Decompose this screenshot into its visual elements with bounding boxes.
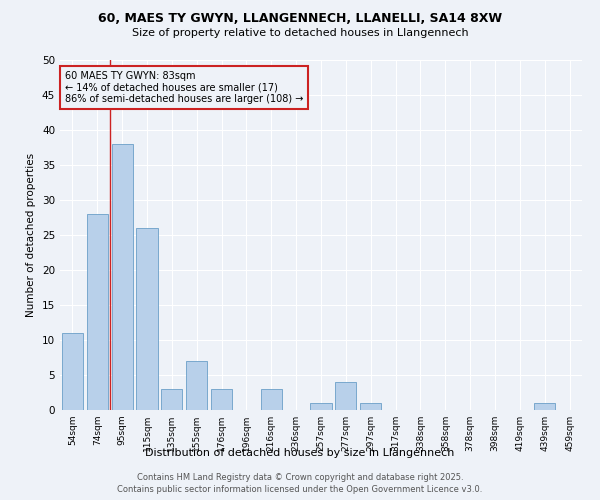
Text: Contains public sector information licensed under the Open Government Licence v3: Contains public sector information licen… — [118, 485, 482, 494]
Bar — [161, 389, 182, 410]
Bar — [211, 389, 232, 410]
Text: Size of property relative to detached houses in Llangennech: Size of property relative to detached ho… — [131, 28, 469, 38]
Bar — [136, 228, 158, 410]
Text: Contains HM Land Registry data © Crown copyright and database right 2025.: Contains HM Land Registry data © Crown c… — [137, 472, 463, 482]
Y-axis label: Number of detached properties: Number of detached properties — [26, 153, 37, 317]
Bar — [261, 389, 282, 410]
Bar — [87, 214, 108, 410]
Bar — [360, 403, 381, 410]
Bar — [186, 361, 207, 410]
Bar — [335, 382, 356, 410]
Text: 60 MAES TY GWYN: 83sqm
← 14% of detached houses are smaller (17)
86% of semi-det: 60 MAES TY GWYN: 83sqm ← 14% of detached… — [65, 70, 304, 104]
Bar — [534, 403, 555, 410]
Text: 60, MAES TY GWYN, LLANGENNECH, LLANELLI, SA14 8XW: 60, MAES TY GWYN, LLANGENNECH, LLANELLI,… — [98, 12, 502, 26]
Text: Distribution of detached houses by size in Llangennech: Distribution of detached houses by size … — [145, 448, 455, 458]
Bar — [112, 144, 133, 410]
Bar — [310, 403, 332, 410]
Bar — [62, 333, 83, 410]
